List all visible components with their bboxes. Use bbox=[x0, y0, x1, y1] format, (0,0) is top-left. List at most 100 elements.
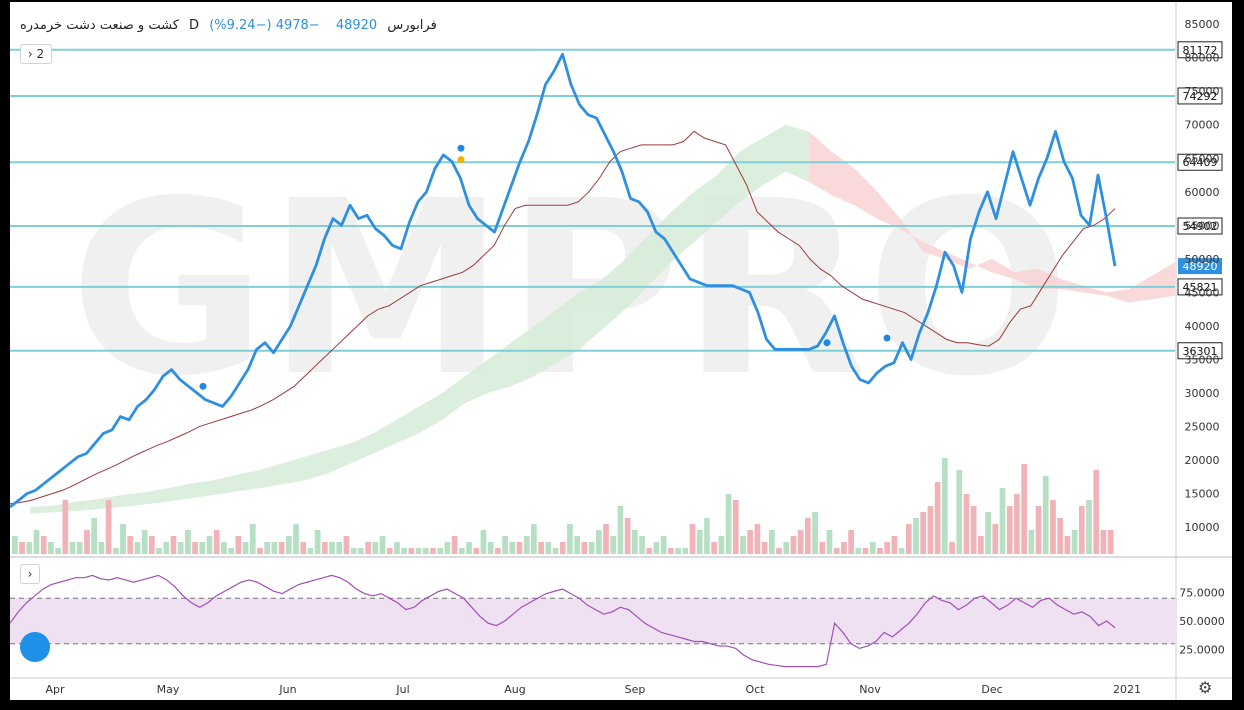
y-tick-label: 35000 bbox=[1185, 353, 1220, 366]
volume-bar bbox=[228, 548, 234, 554]
volume-bar bbox=[1014, 494, 1020, 554]
volume-bar bbox=[603, 524, 609, 554]
y-tick-label: 60000 bbox=[1185, 186, 1220, 199]
volume-bar bbox=[177, 542, 184, 554]
chevron-right-icon: › bbox=[27, 567, 33, 581]
settings-gear-icon[interactable]: ⚙ bbox=[1198, 678, 1213, 697]
volume-bar bbox=[134, 542, 141, 554]
volume-bar bbox=[920, 512, 927, 554]
signal-marker bbox=[883, 334, 891, 342]
volume-bar bbox=[1100, 530, 1107, 554]
chart-header: کشت و صنعت دشت خرمدره D فرابورس 48920 −4… bbox=[20, 18, 437, 33]
level-label: 54902 bbox=[1183, 220, 1218, 233]
volume-bar bbox=[422, 548, 429, 554]
volume-bar bbox=[970, 506, 977, 554]
volume-bar bbox=[300, 542, 307, 554]
volume-bar bbox=[451, 536, 458, 554]
volume-bar bbox=[12, 536, 18, 554]
y-tick-label: 65000 bbox=[1185, 152, 1220, 165]
volume-bar bbox=[84, 530, 90, 554]
volume-bar bbox=[552, 548, 559, 554]
volume-bar bbox=[372, 542, 379, 554]
volume-bar bbox=[1086, 500, 1092, 554]
volume-bar bbox=[841, 542, 847, 554]
volume-bar bbox=[163, 542, 170, 554]
rsi-band bbox=[10, 598, 1175, 644]
volume-bar bbox=[538, 542, 544, 554]
volume-bar bbox=[797, 530, 804, 554]
x-tick-label: Dec bbox=[981, 683, 1002, 696]
pane-count: 2 bbox=[36, 47, 45, 61]
volume-bar bbox=[805, 518, 811, 554]
volume-bar bbox=[754, 524, 761, 554]
rsi-line bbox=[9, 574, 1116, 668]
volume-bar bbox=[444, 542, 451, 554]
volume-bar bbox=[999, 488, 1006, 554]
volume-bar bbox=[545, 542, 552, 554]
volume-bar bbox=[740, 536, 746, 554]
volume-bar bbox=[891, 536, 898, 554]
volume-bar bbox=[869, 542, 876, 554]
x-tick-label: Jun bbox=[278, 683, 296, 696]
volume-bar bbox=[264, 542, 271, 554]
volume-bar bbox=[819, 542, 826, 554]
volume-bar bbox=[531, 524, 537, 554]
y-tick-label: 30000 bbox=[1185, 387, 1220, 400]
volume-bar bbox=[206, 536, 213, 554]
volume-bar bbox=[192, 542, 198, 554]
volume-bar bbox=[653, 542, 660, 554]
volume-bar bbox=[487, 542, 494, 554]
volume-bar bbox=[877, 548, 883, 554]
volume-bar bbox=[747, 530, 754, 554]
volume-bar bbox=[235, 536, 242, 554]
volume-bar bbox=[1021, 464, 1027, 554]
cloud-bullish bbox=[30, 124, 809, 514]
volume-bar bbox=[321, 542, 328, 554]
y-tick-label: 20000 bbox=[1185, 454, 1220, 467]
volume-bar bbox=[69, 542, 76, 554]
collapse-panes-button[interactable]: › 2 bbox=[20, 44, 52, 64]
volume-bar bbox=[148, 536, 155, 554]
level-label-box bbox=[1177, 153, 1223, 171]
volume-bar bbox=[718, 536, 725, 554]
volume-bar bbox=[913, 518, 919, 554]
volume-bar bbox=[242, 542, 249, 554]
level-label-box bbox=[1177, 278, 1223, 296]
volume-bar bbox=[1035, 506, 1042, 554]
volume-bar bbox=[221, 542, 227, 554]
volume-bar bbox=[33, 530, 40, 554]
rsi-expand-button[interactable]: › bbox=[20, 564, 40, 584]
volume-bar bbox=[401, 548, 408, 554]
volume-bar bbox=[199, 542, 206, 554]
volume-bar bbox=[826, 530, 833, 554]
volume-bar bbox=[1071, 530, 1078, 554]
volume-bar bbox=[905, 524, 912, 554]
volume-bar bbox=[285, 536, 292, 554]
logo-icon[interactable] bbox=[20, 632, 50, 662]
volume-bar bbox=[588, 542, 595, 554]
volume-bar bbox=[523, 536, 530, 554]
volume-bar bbox=[1107, 530, 1114, 554]
y-tick-label: 40000 bbox=[1185, 320, 1220, 333]
volume-bar bbox=[91, 518, 98, 554]
volume-bar bbox=[985, 512, 991, 554]
volume-bar bbox=[934, 482, 941, 554]
volume-bar bbox=[624, 518, 631, 554]
x-tick-label: May bbox=[157, 683, 180, 696]
signal-marker bbox=[199, 382, 207, 390]
volume-bar bbox=[696, 530, 703, 554]
volume-bar bbox=[105, 500, 112, 554]
volume-bar bbox=[1050, 500, 1056, 554]
volume-bar bbox=[466, 542, 472, 554]
volume-bar bbox=[437, 548, 444, 554]
level-label-box bbox=[1177, 87, 1223, 105]
x-tick-label: Apr bbox=[45, 683, 65, 696]
volume-bar bbox=[19, 542, 25, 554]
interval[interactable]: D bbox=[189, 18, 200, 33]
volume-bar bbox=[62, 500, 69, 554]
signal-marker bbox=[457, 156, 465, 164]
volume-bar bbox=[358, 548, 364, 554]
volume-bar bbox=[257, 548, 263, 554]
volume-bar bbox=[1057, 518, 1064, 554]
